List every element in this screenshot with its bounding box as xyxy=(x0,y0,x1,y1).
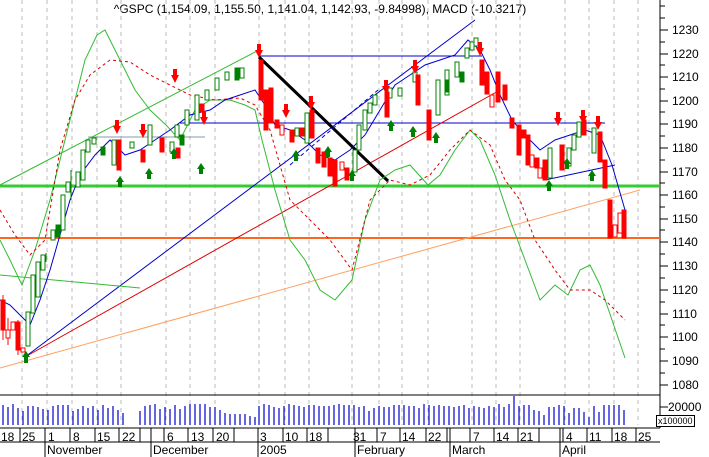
trendline-black xyxy=(257,55,390,183)
y-tick-1180: 1180 xyxy=(672,141,698,155)
trendline-green-left xyxy=(0,274,141,289)
x-tick: 22 xyxy=(428,430,442,444)
x-tick: 1 xyxy=(48,430,55,444)
trendline-red xyxy=(24,89,501,358)
x-tick: 3 xyxy=(260,430,267,444)
month-label: 2005 xyxy=(260,443,287,457)
bollinger-line xyxy=(0,29,626,359)
x-tick: 18 xyxy=(1,430,15,444)
x-tick: 7 xyxy=(473,430,480,444)
x-tick: 7 xyxy=(380,430,387,444)
x-tick: 31 xyxy=(353,430,367,444)
x-tick: 11 xyxy=(589,430,602,444)
x-tick: 18 xyxy=(309,430,323,444)
month-label: December xyxy=(153,443,209,457)
trendline-blue-small xyxy=(289,89,379,166)
y-tick-1150: 1150 xyxy=(672,212,698,226)
y-tick-1210: 1210 xyxy=(672,70,699,84)
y-tick-1110: 1110 xyxy=(672,307,697,321)
volume-unit-label: x100000 xyxy=(656,415,695,427)
trendline-green-upper xyxy=(0,49,260,186)
volume-bars xyxy=(2,396,625,425)
y-tick-volume: 20000 xyxy=(668,400,702,414)
month-label: February xyxy=(357,443,406,457)
x-tick: 8 xyxy=(73,430,80,444)
date-separators xyxy=(19,428,637,457)
x-tick: 18 xyxy=(614,430,628,444)
x-tick: 13 xyxy=(191,430,205,444)
chart-title: ^GSPC (1,154.09, 1,155.50, 1,141.04, 1,1… xyxy=(113,2,527,16)
trendline-orange xyxy=(0,189,641,369)
month-label: April xyxy=(562,443,587,457)
x-tick: 25 xyxy=(638,430,652,444)
x-tick: 4 xyxy=(566,430,573,444)
y-tick-1170: 1170 xyxy=(672,165,698,179)
x-tick: 14 xyxy=(496,430,510,444)
y-tick-1200: 1200 xyxy=(672,94,699,108)
month-label: November xyxy=(47,443,103,457)
y-tick-1080: 1080 xyxy=(672,378,699,392)
trendline-blue-long xyxy=(24,19,476,358)
candlesticks xyxy=(0,37,627,355)
vertical-gridlines xyxy=(21,0,639,425)
x-tick: 21 xyxy=(520,430,534,444)
x-tick: 20 xyxy=(216,430,230,444)
buy-arrows xyxy=(22,120,596,363)
y-tick-1120: 1120 xyxy=(672,283,698,297)
y-tick-1220: 1220 xyxy=(672,47,699,61)
short-ma-blue xyxy=(0,39,626,326)
y-tick-1100: 1100 xyxy=(672,330,698,344)
y-tick-1190: 1190 xyxy=(672,117,698,131)
y-tick-1140: 1140 xyxy=(672,235,698,249)
y-tick-1090: 1090 xyxy=(672,354,699,368)
y-axis-ticks xyxy=(660,5,668,408)
x-tick: 6 xyxy=(167,430,174,444)
x-tick: 25 xyxy=(22,430,36,444)
month-label: March xyxy=(452,443,486,457)
x-tick: 14 xyxy=(402,430,416,444)
x-tick: 22 xyxy=(122,430,136,444)
y-tick-1230: 1230 xyxy=(672,23,699,37)
sell-arrows xyxy=(113,42,602,138)
y-tick-1160: 1160 xyxy=(672,188,698,202)
x-tick: 15 xyxy=(97,430,111,444)
y-tick-1130: 1130 xyxy=(672,259,698,273)
x-tick: 10 xyxy=(285,430,299,444)
moving-average-dotted xyxy=(0,59,626,321)
